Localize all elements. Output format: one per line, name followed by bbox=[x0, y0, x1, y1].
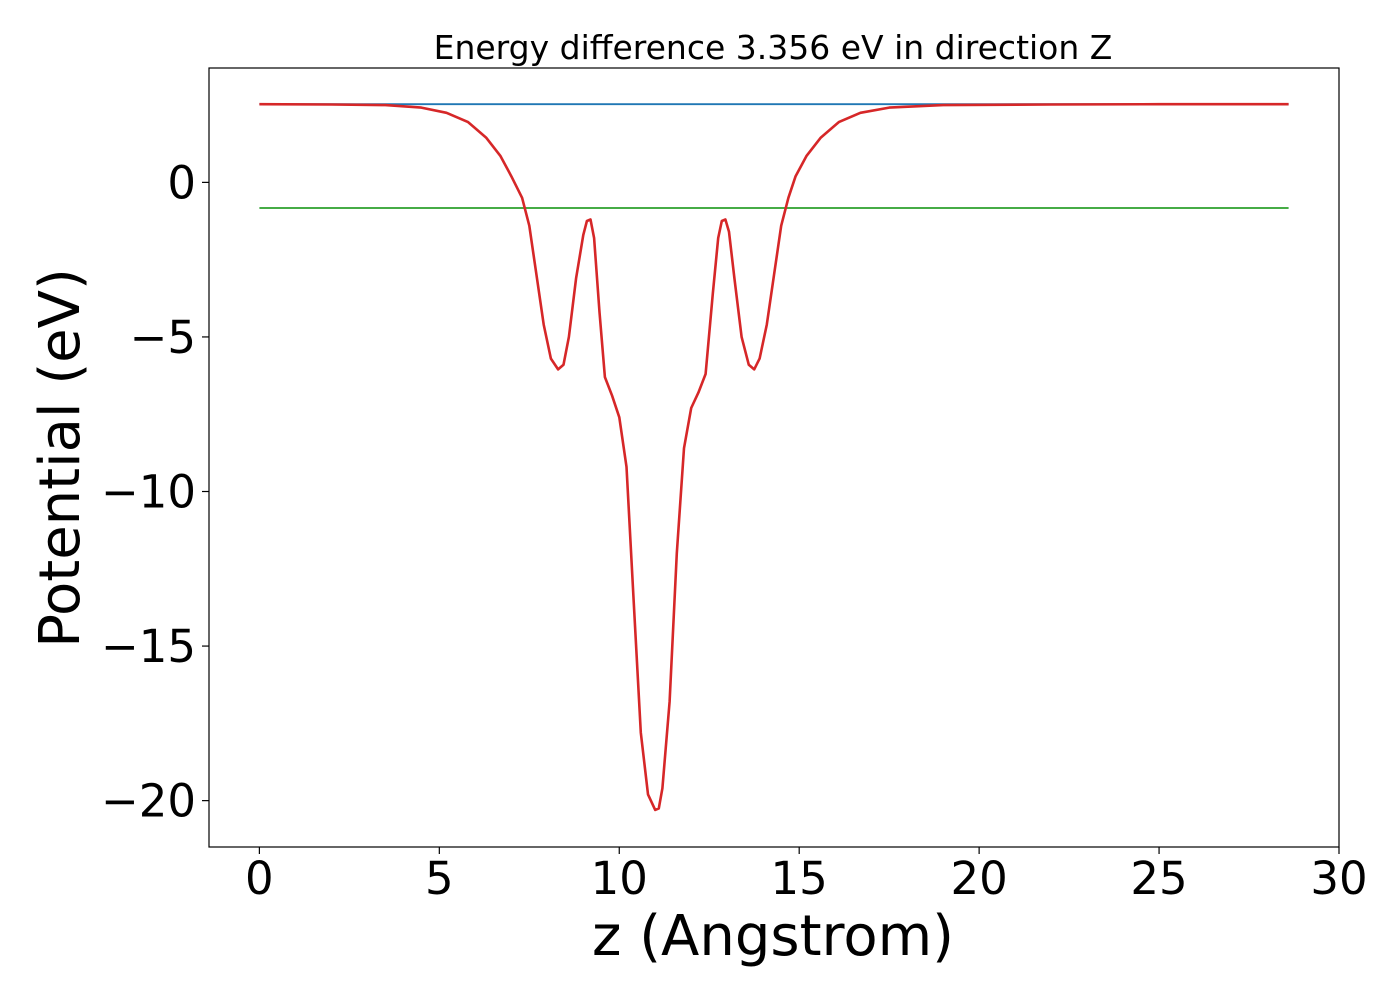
x-tick-label: 0 bbox=[245, 852, 274, 905]
y-tick-label: −15 bbox=[101, 620, 196, 673]
plot-area bbox=[208, 67, 1340, 848]
x-tick-label: 20 bbox=[950, 852, 1007, 905]
y-tick-label: −20 bbox=[101, 775, 196, 828]
series-line-potential bbox=[259, 102, 1289, 812]
x-axis-label: z (Angstrom) bbox=[592, 904, 954, 969]
y-tick-label: −10 bbox=[101, 466, 196, 519]
x-tick-label: 10 bbox=[591, 852, 648, 905]
y-axis-label: Potential (eV) bbox=[28, 268, 93, 648]
x-tick-label: 25 bbox=[1130, 852, 1187, 905]
y-tick-label: −5 bbox=[130, 311, 196, 364]
x-tick-label: 15 bbox=[771, 852, 828, 905]
plot-frame bbox=[208, 67, 1340, 848]
y-axis-ticks: 0 −5 −10 −15 −20 bbox=[101, 156, 209, 828]
x-axis-ticks: 0 5 10 15 20 25 30 bbox=[245, 847, 1368, 905]
x-tick-label: 5 bbox=[425, 852, 454, 905]
chart-title: Energy difference 3.356 eV in direction … bbox=[434, 28, 1113, 67]
y-tick-label: 0 bbox=[167, 156, 196, 209]
series-layer bbox=[259, 102, 1289, 812]
x-tick-label: 30 bbox=[1310, 852, 1367, 905]
